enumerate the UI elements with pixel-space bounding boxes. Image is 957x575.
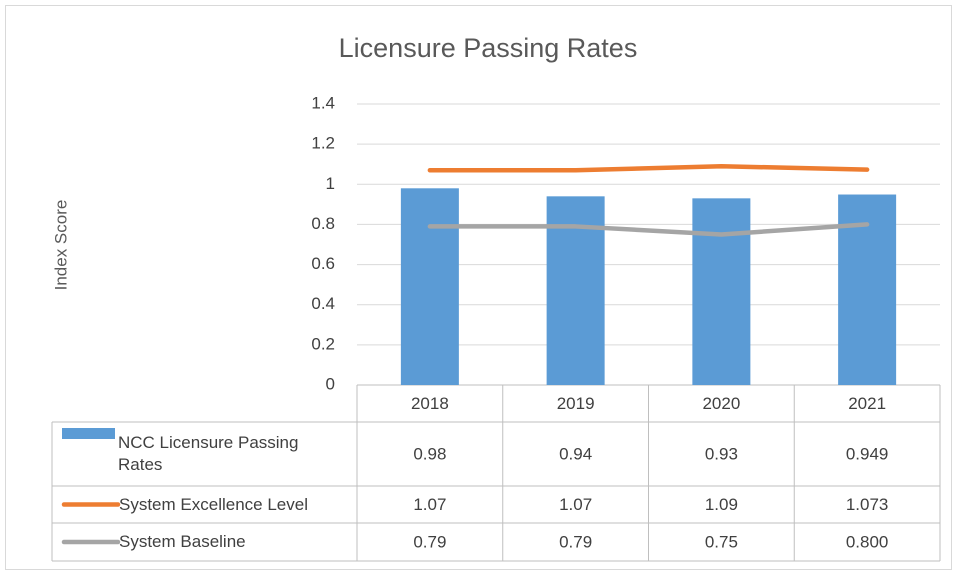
table-value: 1.07 (559, 495, 592, 514)
line-series (427, 163, 870, 173)
table-value: 0.75 (705, 532, 738, 551)
y-tick-label: 0.4 (311, 294, 335, 313)
legend-label: NCC Licensure Passing Rates (118, 433, 299, 474)
legend-label: System Baseline (119, 532, 246, 551)
table-value: 0.800 (846, 532, 889, 551)
y-tick-label: 1.2 (311, 134, 335, 153)
y-tick-label: 0 (326, 374, 335, 393)
chart-border (5, 5, 952, 570)
x-tick-label: 2020 (702, 394, 740, 413)
table-value: 0.94 (559, 444, 592, 463)
table-value: 0.98 (413, 444, 446, 463)
x-tick-label: 2021 (848, 394, 886, 413)
table-value: 0.79 (413, 532, 446, 551)
x-tick-label: 2018 (411, 394, 449, 413)
y-tick-label: 1.4 (311, 93, 335, 112)
table-value: 0.949 (846, 444, 889, 463)
table-value: 1.073 (846, 495, 889, 514)
table-value: 1.07 (413, 495, 446, 514)
table-value: 1.09 (705, 495, 738, 514)
line-series (427, 222, 870, 237)
y-tick-label: 1 (326, 174, 335, 193)
legend-key (62, 428, 115, 439)
y-tick-label: 0.6 (311, 254, 335, 273)
x-tick-label: 2019 (557, 394, 595, 413)
bar (692, 198, 751, 385)
bar (400, 188, 459, 385)
y-axis-label: Index Score (51, 200, 70, 291)
legend-label: System Excellence Level (119, 494, 308, 514)
chart-title: Licensure Passing Rates (339, 33, 638, 63)
y-tick-label: 0.2 (311, 334, 335, 353)
table-value: 0.79 (559, 532, 592, 551)
y-tick-label: 0.8 (311, 214, 335, 233)
table-value: 0.93 (705, 444, 738, 463)
